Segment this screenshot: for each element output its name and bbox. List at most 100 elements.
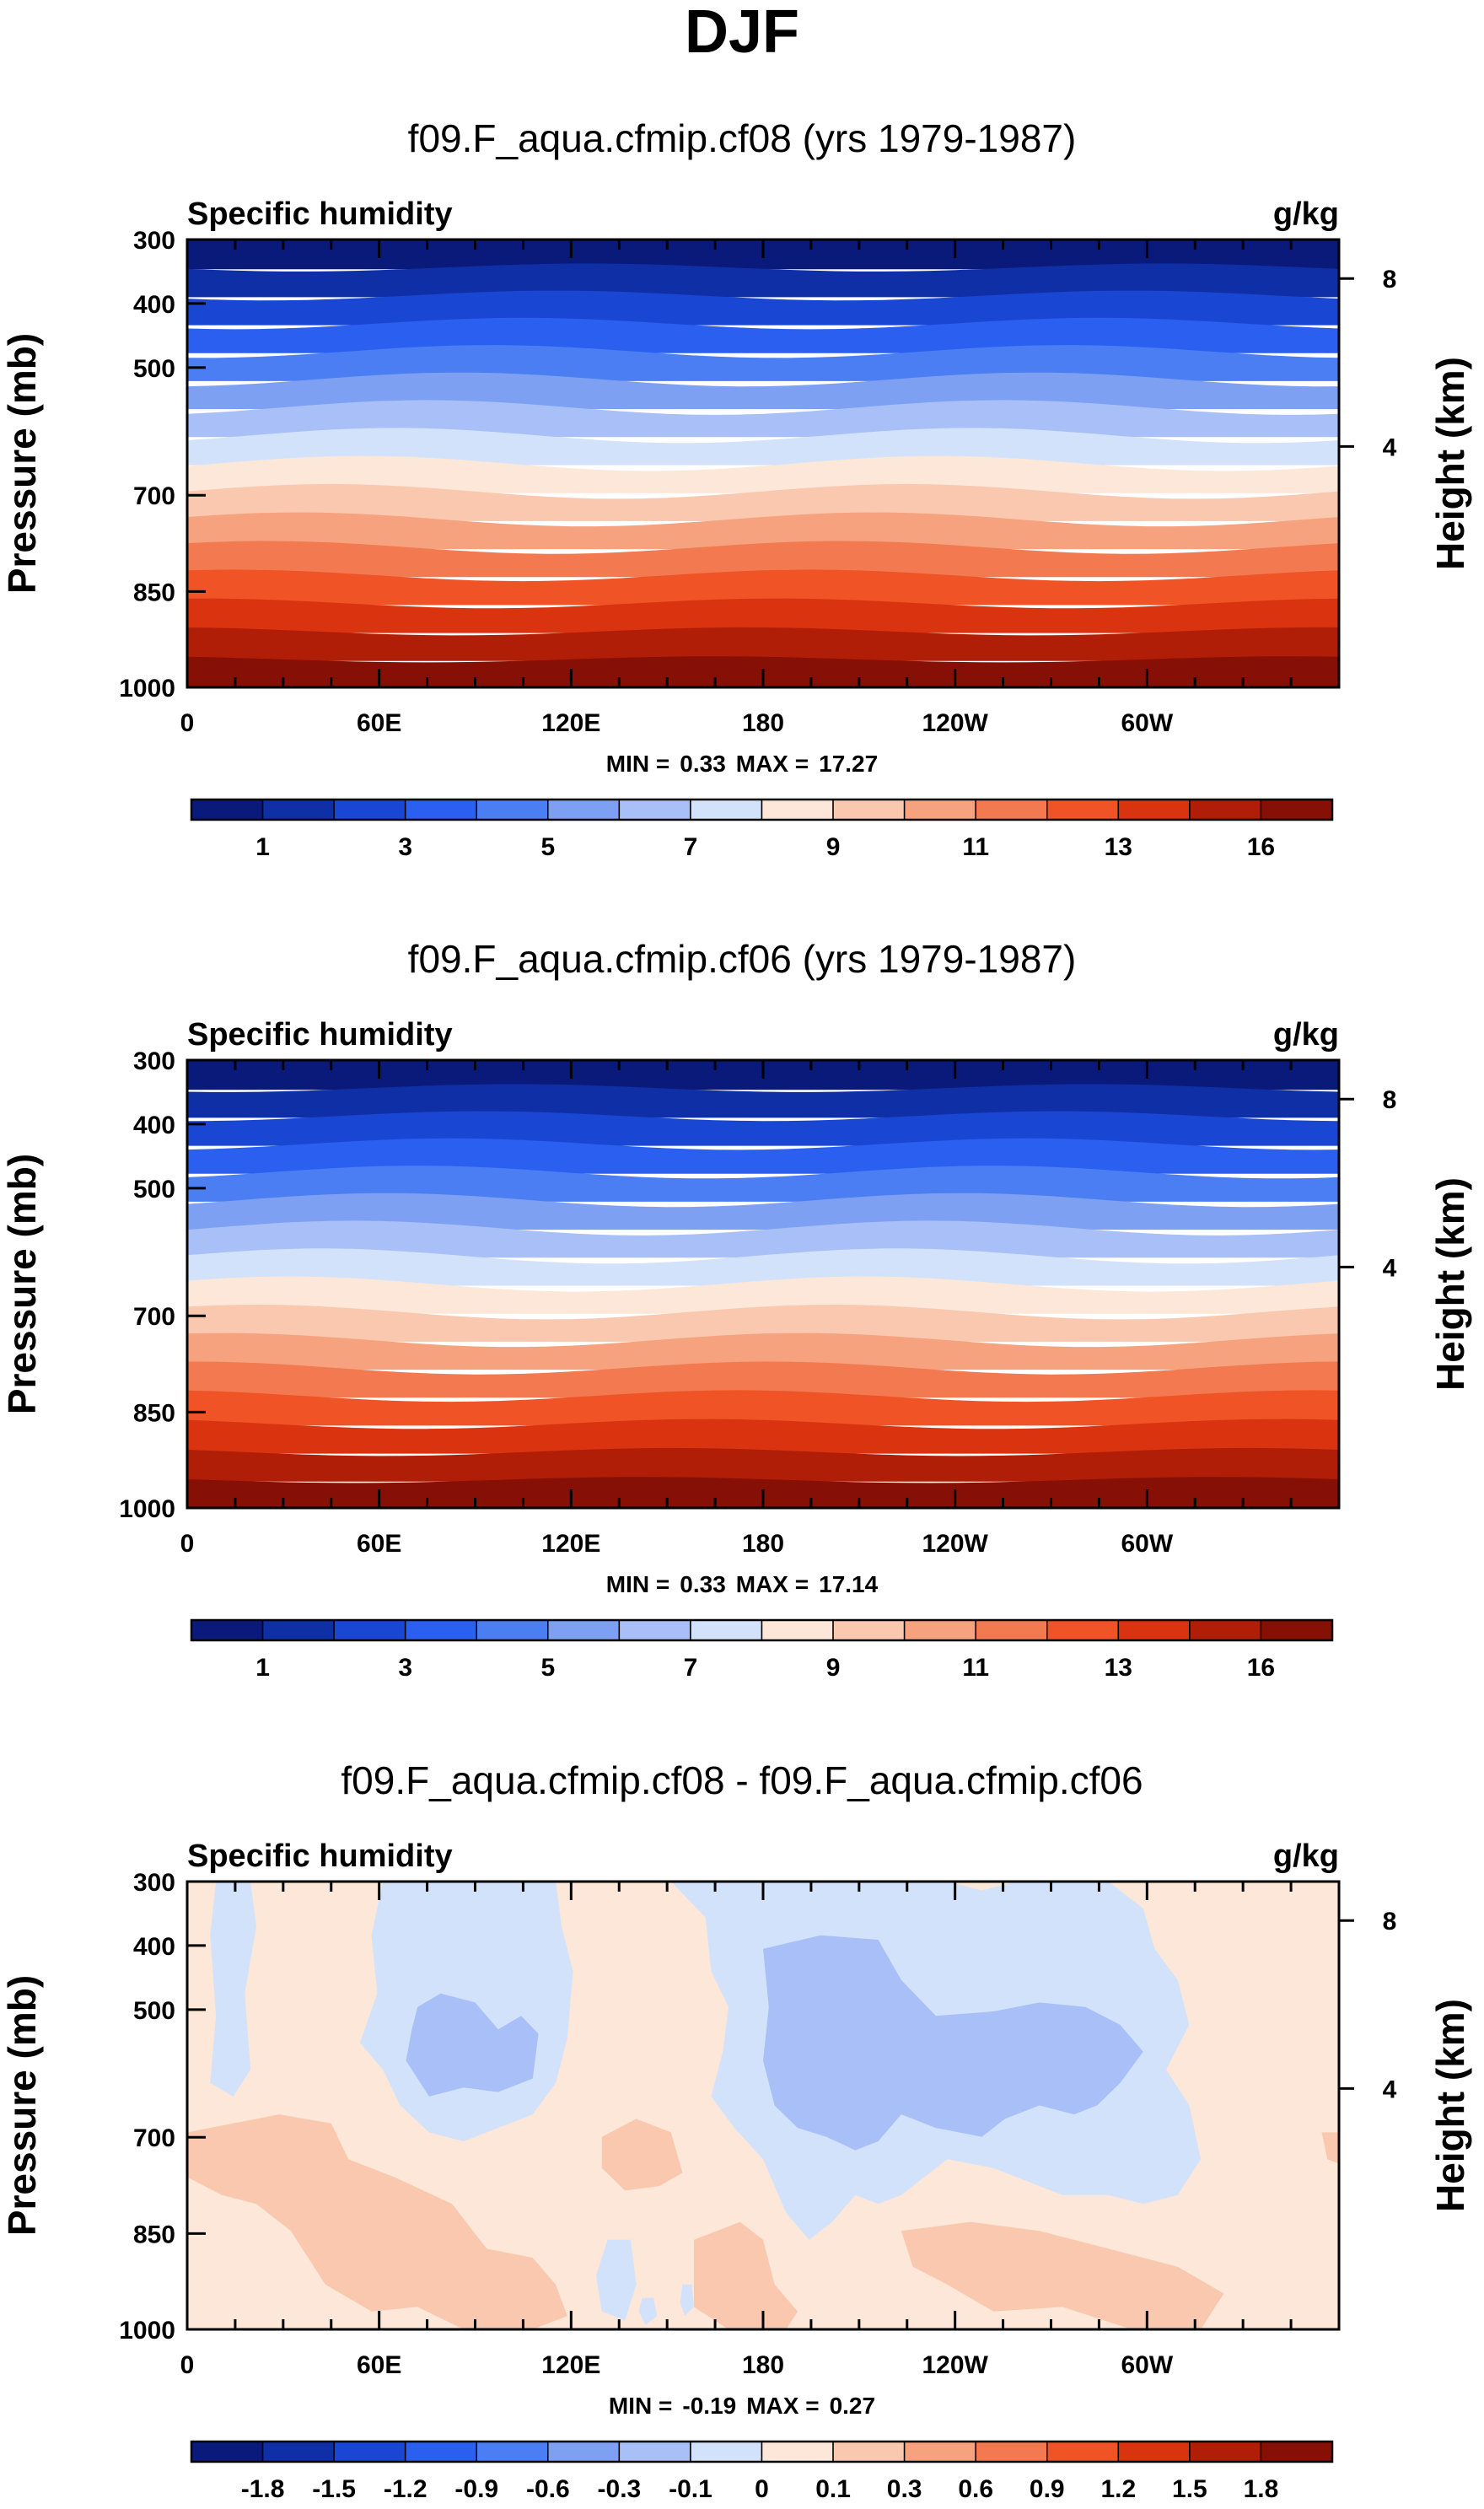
colorbar-label: 1.2 bbox=[1100, 2475, 1136, 2503]
colorbar-box bbox=[333, 2441, 406, 2463]
colorbar-box bbox=[261, 2441, 335, 2463]
colorbar-label: 1.5 bbox=[1172, 2475, 1207, 2503]
y-right-tick-label: 4 bbox=[1383, 1254, 1397, 1282]
contour-band-14 bbox=[187, 598, 1339, 633]
colorbar-frame bbox=[190, 2440, 1334, 2463]
y-tick-label: 1000 bbox=[119, 2317, 175, 2345]
colorbar-label: 0.9 bbox=[1030, 2475, 1065, 2503]
y-tick-label: 850 bbox=[133, 2221, 175, 2248]
contour-band-4 bbox=[187, 317, 1339, 353]
colorbar-box bbox=[1260, 2441, 1333, 2463]
panel-title: f09.F_aqua.cfmip.cf06 (yrs 1979-1987) bbox=[408, 937, 1077, 981]
colorbar-label: 0.1 bbox=[815, 2475, 851, 2503]
colorbar-box bbox=[1189, 799, 1262, 821]
y-tick-label: 500 bbox=[133, 1176, 175, 1203]
x-tick-label: 120W bbox=[922, 1530, 988, 1558]
colorbar-box bbox=[191, 799, 264, 821]
y-right-tick-label: 4 bbox=[1383, 433, 1397, 461]
colorbar-label: -0.1 bbox=[669, 2475, 712, 2503]
y-right-tick-label: 8 bbox=[1383, 1086, 1397, 1114]
contour-band-2 bbox=[187, 1084, 1339, 1118]
colorbar-label: 0 bbox=[755, 2475, 769, 2503]
x-tick-label: 60E bbox=[357, 2351, 401, 2379]
colorbar-box bbox=[333, 1619, 406, 1641]
min-label: MIN = bbox=[606, 751, 669, 777]
y-right-axis-label: Height (km) bbox=[1428, 357, 1472, 570]
x-tick-label: 180 bbox=[742, 709, 784, 737]
colorbar-box bbox=[618, 799, 691, 821]
colorbar-box bbox=[1260, 799, 1333, 821]
colorbar-box bbox=[903, 1619, 976, 1641]
x-tick-label: 0 bbox=[180, 1530, 195, 1558]
colorbar-label: 7 bbox=[684, 833, 698, 861]
max-value: 17.27 bbox=[819, 751, 878, 777]
y-tick-label: 700 bbox=[133, 1303, 175, 1331]
colorbar-box bbox=[761, 1619, 834, 1641]
y-tick-label: 300 bbox=[133, 1869, 175, 1897]
colorbar-label: 1 bbox=[255, 833, 270, 861]
colorbar-box bbox=[1046, 1619, 1120, 1641]
y-tick-label: 400 bbox=[133, 1933, 175, 1961]
contour-band-4 bbox=[187, 1138, 1339, 1174]
colorbar-label: 5 bbox=[540, 833, 555, 861]
y-right-tick-label: 8 bbox=[1383, 1908, 1397, 1936]
colorbar-box bbox=[404, 799, 477, 821]
colorbar-box bbox=[903, 799, 976, 821]
colorbar-box bbox=[975, 2441, 1048, 2463]
colorbar-box bbox=[191, 1619, 264, 1641]
variable-label: Specific humidity bbox=[187, 1017, 453, 1053]
contour-band-12 bbox=[187, 1361, 1339, 1398]
colorbar-box bbox=[1117, 799, 1191, 821]
x-tick-label: 120E bbox=[541, 709, 600, 737]
y-right-axis-label: Height (km) bbox=[1428, 1177, 1472, 1391]
min-value: -0.19 bbox=[682, 2393, 736, 2419]
panel-1: f09.F_aqua.cfmip.cf08 (yrs 1979-1987) Spe… bbox=[0, 116, 1472, 861]
x-tick-label: 60W bbox=[1121, 1530, 1173, 1558]
colorbar-box bbox=[618, 2441, 691, 2463]
contour-band-8 bbox=[187, 428, 1339, 466]
colorbar-box bbox=[690, 2441, 763, 2463]
colorbar-label: 16 bbox=[1247, 833, 1275, 861]
min-label: MIN = bbox=[609, 2393, 672, 2419]
units-label: g/kg bbox=[1273, 197, 1339, 232]
max-value: 17.14 bbox=[819, 1571, 878, 1597]
colorbar-box bbox=[618, 1619, 691, 1641]
max-label: MAX = bbox=[736, 751, 809, 777]
colorbar-box bbox=[547, 2441, 621, 2463]
contour-region-mid-blue bbox=[406, 1993, 539, 2097]
x-tick-label: 120E bbox=[541, 1530, 600, 1558]
colorbar-box bbox=[476, 2441, 549, 2463]
x-tick-label: 180 bbox=[742, 1530, 784, 1558]
main-title: DJF bbox=[685, 0, 799, 66]
y-tick-label: 700 bbox=[133, 2124, 175, 2152]
contour-region-mid-blue bbox=[763, 1935, 1143, 2151]
colorbar-box bbox=[404, 2441, 477, 2463]
contour-region-salmon bbox=[694, 2221, 798, 2329]
colorbar-box bbox=[690, 1619, 763, 1641]
colorbar-label: 9 bbox=[826, 1654, 841, 1682]
x-tick-label: 60E bbox=[357, 709, 401, 737]
colorbar-label: -1.5 bbox=[312, 2475, 356, 2503]
x-tick-label: 120E bbox=[541, 2351, 600, 2379]
field-layer bbox=[187, 1060, 1339, 1508]
contour-region-salmon bbox=[187, 2114, 567, 2329]
contour-band-2 bbox=[187, 263, 1339, 298]
contour-band-11 bbox=[187, 1333, 1339, 1370]
colorbar-box bbox=[547, 799, 621, 821]
contour-band-10 bbox=[187, 1304, 1339, 1342]
contour-band-3 bbox=[187, 1111, 1339, 1146]
panel-title: f09.F_aqua.cfmip.cf08 (yrs 1979-1987) bbox=[408, 116, 1077, 160]
colorbar-label: -0.3 bbox=[598, 2475, 642, 2503]
contour-band-10 bbox=[187, 483, 1339, 521]
contour-band-11 bbox=[187, 512, 1339, 550]
colorbar-box bbox=[547, 1619, 621, 1641]
contour-band-7 bbox=[187, 400, 1339, 438]
colorbar-label: 13 bbox=[1105, 833, 1132, 861]
colorbar-box bbox=[832, 2441, 906, 2463]
colorbar-label: 7 bbox=[684, 1654, 698, 1682]
y-tick-label: 300 bbox=[133, 227, 175, 255]
colorbar-label: 11 bbox=[962, 833, 989, 861]
min-value: 0.33 bbox=[680, 751, 726, 777]
min-max-label: MIN = 0.33 MAX = 17.27 bbox=[606, 751, 878, 777]
